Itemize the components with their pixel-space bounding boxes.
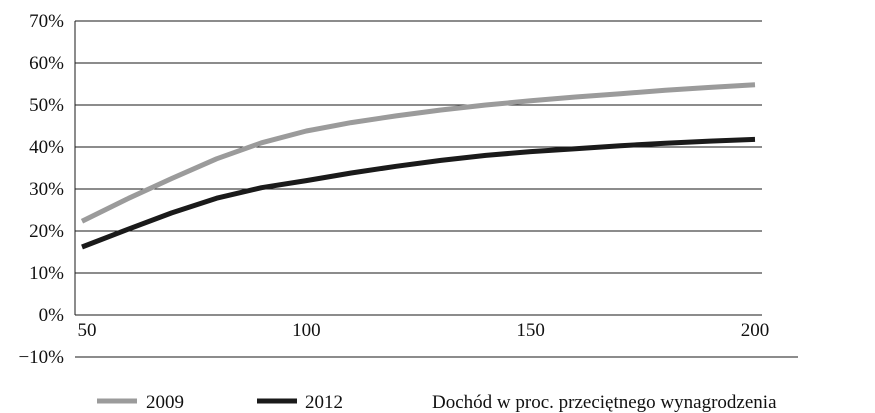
series-line-2009 xyxy=(80,82,756,224)
y-tick-label: 50% xyxy=(29,95,64,116)
legend-item-2012: 2012 xyxy=(257,392,343,413)
y-tick-label: −10% xyxy=(18,347,64,368)
legend-label-2012: 2012 xyxy=(305,392,343,413)
x-axis-label: Dochód w proc. przeciętnego wynagrodzeni… xyxy=(432,392,777,413)
series-lines xyxy=(80,82,756,250)
y-tick-label: 0% xyxy=(39,305,65,326)
y-tick-label: 60% xyxy=(29,53,64,74)
x-tick-label: 50 xyxy=(78,320,97,341)
series-line-2012 xyxy=(81,136,756,250)
legend-label-2009: 2009 xyxy=(146,392,184,413)
legend: 2009 2012 Dochód w proc. przeciętnego wy… xyxy=(97,392,777,413)
grid-lines xyxy=(74,20,798,358)
x-axis-tick-labels: 50 100 150 200 xyxy=(78,320,770,341)
legend-item-2009: 2009 xyxy=(97,392,184,413)
x-tick-label: 150 xyxy=(516,320,545,341)
y-tick-label: 40% xyxy=(29,137,64,158)
y-tick-label: 20% xyxy=(29,221,64,242)
y-tick-label: 70% xyxy=(29,11,64,32)
y-axis-tick-labels: −10% 0% 10% 20% 30% 40% 50% 60% 70% xyxy=(18,11,64,368)
y-tick-label: 30% xyxy=(29,179,64,200)
y-tick-label: 10% xyxy=(29,263,64,284)
x-tick-label: 100 xyxy=(292,320,321,341)
x-tick-label: 200 xyxy=(741,320,770,341)
